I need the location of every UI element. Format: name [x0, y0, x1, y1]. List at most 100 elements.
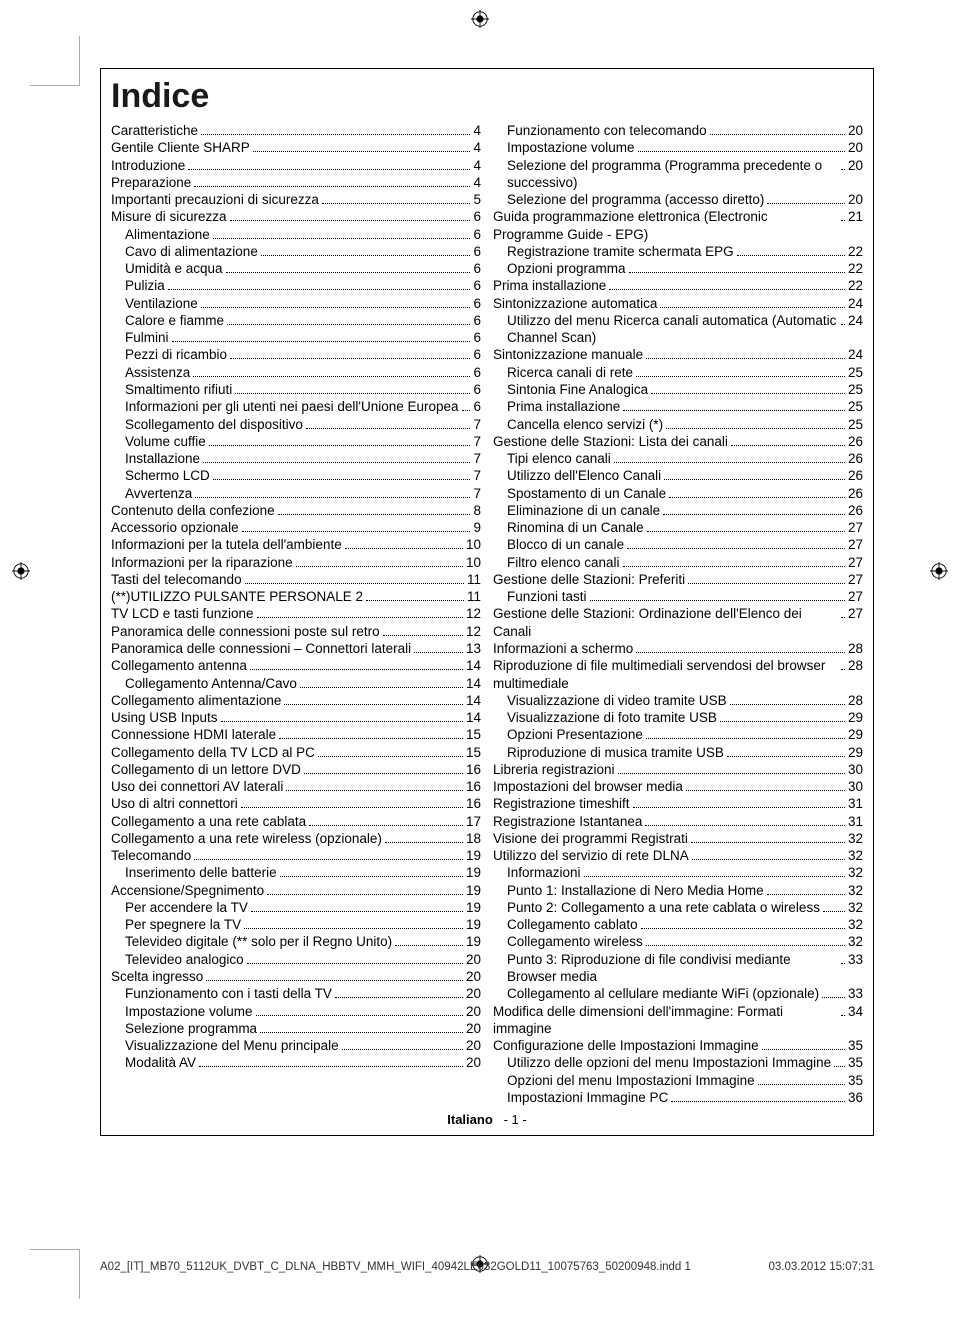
toc-entry-page: 7: [473, 485, 481, 502]
registration-mark-top: [471, 10, 489, 28]
toc-entry-label: Collegamento Antenna/Cavo: [125, 675, 297, 692]
toc-leader-dots: [638, 141, 845, 152]
toc-leader-dots: [627, 539, 845, 550]
toc-entry: Schermo LCD 7: [111, 467, 481, 484]
toc-entry: Connessione HDMI laterale15: [111, 726, 481, 743]
toc-entry-label: Avvertenza: [125, 485, 192, 502]
toc-entry-page: 6: [473, 277, 481, 294]
toc-entry-label: Tipi elenco canali: [507, 450, 611, 467]
toc-entry-label: Schermo LCD: [125, 467, 210, 484]
toc-entry-label: Modalità AV: [125, 1054, 196, 1071]
toc-entry-page: 30: [848, 761, 863, 778]
toc-entry-page: 28: [848, 692, 863, 709]
toc-entry: Filtro elenco canali27: [493, 554, 863, 571]
toc-leader-dots: [731, 435, 845, 446]
toc-leader-dots: [280, 867, 463, 878]
toc-column-1: Caratteristiche4Gentile Cliente SHARP4In…: [111, 122, 481, 1106]
toc-entry-label: (**)UTILIZZO PULSANTE PERSONALE 2: [111, 588, 363, 605]
toc-entry-label: Visualizzazione di video tramite USB: [507, 692, 727, 709]
toc-leader-dots: [651, 383, 845, 394]
toc-entry: Registrazione tramite schermata EPG22: [493, 243, 863, 260]
toc-entry-label: Pezzi di ricambio: [125, 346, 227, 363]
toc-leader-dots: [244, 918, 463, 929]
toc-leader-dots: [636, 366, 845, 377]
toc-entry: Collegamento antenna14: [111, 657, 481, 674]
toc-entry: Modalità AV20: [111, 1054, 481, 1071]
toc-entry-label: Informazioni per la riparazione: [111, 554, 293, 571]
toc-entry-page: 24: [848, 312, 863, 329]
toc-entry-label: Funzioni tasti: [507, 588, 587, 605]
toc-entry: Collegamento Antenna/Cavo14: [111, 675, 481, 692]
toc-entry-page: 20: [466, 1037, 481, 1054]
toc-entry-label: Fulmini: [125, 329, 169, 346]
toc-entry-page: 16: [466, 778, 481, 795]
toc-entry-label: Opzioni Presentazione: [507, 726, 643, 743]
toc-leader-dots: [230, 349, 470, 360]
toc-entry: Utilizzo del menu Ricerca canali automat…: [493, 312, 863, 347]
toc-entry-label: Gestione delle Stazioni: Lista dei canal…: [493, 433, 728, 450]
toc-leader-dots: [633, 798, 845, 809]
page-footer-lang: Italiano - 1 -: [111, 1112, 863, 1127]
toc-leader-dots: [322, 193, 471, 204]
toc-leader-dots: [590, 590, 845, 601]
toc-entry-page: 32: [848, 933, 863, 950]
toc-entry-label: Misure di sicurezza: [111, 208, 227, 225]
toc-entry: Volume cuffie7: [111, 433, 481, 450]
toc-entry-label: Registrazione tramite schermata EPG: [507, 243, 734, 260]
toc-entry-label: Punto 1: Installazione di Nero Media Hom…: [507, 882, 764, 899]
toc-leader-dots: [686, 780, 845, 791]
toc-entry-label: Uso dei connettori AV laterali: [111, 778, 283, 795]
toc-entry-page: 14: [466, 692, 481, 709]
toc-entry-page: 29: [848, 744, 863, 761]
toc-entry: Modifica delle dimensioni dell'immagine:…: [493, 1003, 863, 1038]
toc-leader-dots: [188, 159, 470, 170]
toc-entry-page: 20: [848, 157, 863, 174]
toc-entry-label: Collegamento alimentazione: [111, 692, 281, 709]
toc-leader-dots: [841, 1005, 845, 1016]
toc-entry: Televideo digitale (** solo per il Regno…: [111, 933, 481, 950]
toc-entry-label: Panoramica delle connessioni poste sul r…: [111, 623, 380, 640]
toc-leader-dots: [193, 366, 470, 377]
toc-entry: Caratteristiche4: [111, 122, 481, 139]
toc-entry: Cancella elenco servizi (*)25: [493, 416, 863, 433]
toc-leader-dots: [767, 884, 845, 895]
toc-entry: Assistenza6: [111, 364, 481, 381]
toc-leader-dots: [727, 746, 845, 757]
toc-leader-dots: [671, 1091, 845, 1102]
toc-entry-label: Per spegnere la TV: [125, 916, 241, 933]
toc-entry-page: 7: [473, 467, 481, 484]
toc-entry-label: Opzioni programma: [507, 260, 626, 277]
toc-entry: Preparazione4: [111, 174, 481, 191]
toc-entry-label: Impostazione volume: [507, 139, 635, 156]
toc-entry: Scollegamento del dispositivo7: [111, 416, 481, 433]
toc-entry-label: Sintonizzazione manuale: [493, 346, 643, 363]
toc-entry-page: 31: [848, 813, 863, 830]
toc-entry: Alimentazione6: [111, 226, 481, 243]
toc-entry-label: Alimentazione: [125, 226, 210, 243]
toc-entry: Collegamento wireless32: [493, 933, 863, 950]
toc-entry-page: 6: [473, 398, 481, 415]
registration-mark-right: [930, 562, 948, 580]
toc-entry-page: 35: [848, 1054, 863, 1071]
toc-leader-dots: [206, 970, 463, 981]
footer-page-number: - 1 -: [504, 1112, 527, 1127]
toc-leader-dots: [646, 936, 845, 947]
toc-entry-label: Contenuto della confezione: [111, 502, 275, 519]
toc-leader-dots: [636, 642, 845, 653]
toc-entry-label: Funzionamento con i tasti della TV: [125, 985, 332, 1002]
toc-entry-page: 6: [473, 381, 481, 398]
toc-entry-page: 20: [466, 968, 481, 985]
toc-entry-label: Ventilazione: [125, 295, 198, 312]
toc-leader-dots: [306, 418, 471, 429]
toc-entry: Informazioni per la tutela dell'ambiente…: [111, 536, 481, 553]
toc-entry-page: 20: [848, 139, 863, 156]
toc-entry: Gestione delle Stazioni: Lista dei canal…: [493, 433, 863, 450]
toc-leader-dots: [221, 711, 463, 722]
toc-entry-page: 27: [848, 588, 863, 605]
toc-entry-page: 8: [473, 502, 481, 519]
toc-entry-page: 24: [848, 346, 863, 363]
toc-entry-page: 32: [848, 899, 863, 916]
toc-entry: Punto 3: Riproduzione di file condivisi …: [493, 951, 863, 986]
toc-entry: Informazioni per la riparazione10: [111, 554, 481, 571]
toc-leader-dots: [841, 159, 845, 170]
